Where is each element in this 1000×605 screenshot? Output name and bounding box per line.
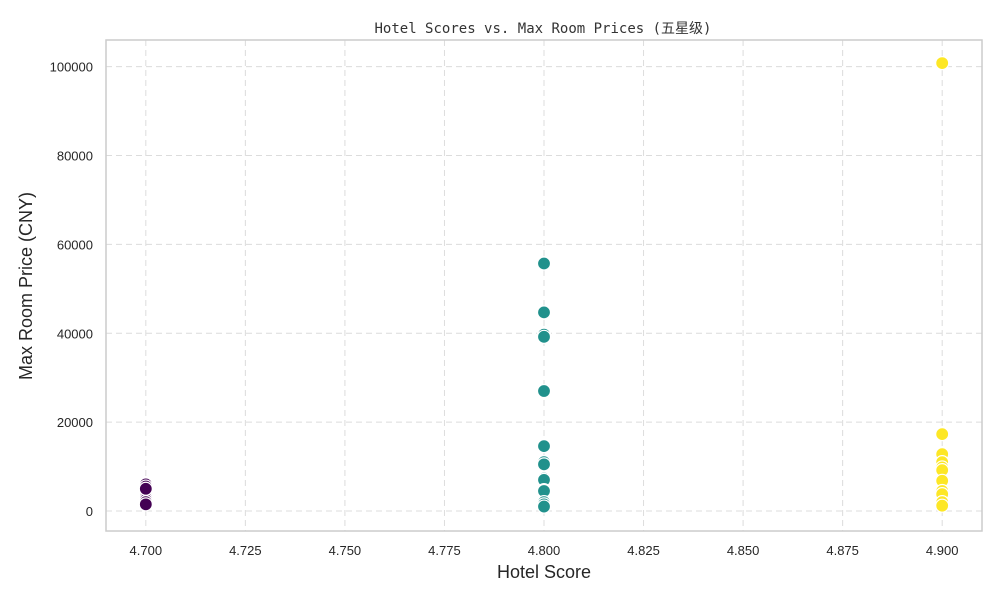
data-points [138, 56, 950, 514]
data-point [138, 497, 153, 512]
data-point [536, 256, 552, 271]
data-point [536, 499, 552, 514]
data-point [935, 56, 950, 71]
x-tick-label: 4.700 [130, 543, 163, 558]
x-tick-label: 4.900 [926, 543, 959, 558]
x-tick-label: 4.775 [428, 543, 461, 558]
y-tick-label: 20000 [57, 415, 93, 430]
x-tick-label: 4.875 [826, 543, 859, 558]
y-tick-label: 40000 [57, 326, 93, 341]
data-point [536, 383, 552, 399]
x-tick-label: 4.825 [627, 543, 660, 558]
x-tick-label: 4.725 [229, 543, 262, 558]
y-tick-labels: 0 20000 40000 60000 80000 100000 [50, 60, 93, 519]
plot-frame [105, 39, 983, 532]
y-tick-label: 60000 [57, 237, 93, 252]
data-point [138, 481, 153, 496]
y-tick-label: 80000 [57, 149, 93, 164]
data-point [935, 427, 950, 442]
data-point [935, 498, 950, 513]
y-tick-label: 100000 [50, 60, 93, 75]
x-tick-label: 4.850 [727, 543, 760, 558]
x-tick-label: 4.800 [528, 543, 561, 558]
y-tick-label: 0 [86, 504, 93, 519]
data-point [536, 439, 552, 454]
x-tick-label: 4.750 [329, 543, 362, 558]
data-point [536, 457, 552, 472]
data-point [536, 305, 552, 320]
data-point [536, 329, 552, 344]
y-axis-label: Max Room Price (CNY) [16, 192, 36, 380]
x-axis-label: Hotel Score [497, 562, 591, 582]
grid-lines [106, 40, 982, 531]
x-tick-labels: 4.700 4.725 4.750 4.775 4.800 4.825 4.850 4.875… [130, 543, 959, 558]
chart-title: Hotel Scores vs. Max Room Prices (五星级) [374, 21, 711, 37]
